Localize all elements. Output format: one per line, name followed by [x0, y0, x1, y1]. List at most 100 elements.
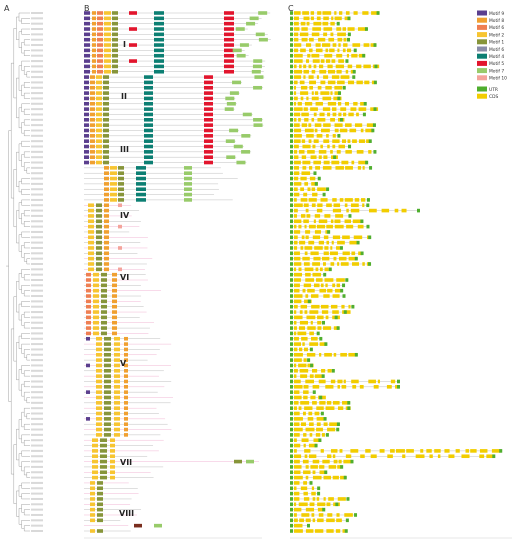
cds-block — [303, 107, 308, 111]
motif-row — [84, 48, 245, 53]
cds-block — [324, 278, 334, 282]
utr-block — [340, 288, 344, 293]
gene-id-label — [31, 279, 43, 282]
gene-structure-row — [290, 368, 335, 373]
motif-row — [84, 235, 148, 240]
motif-block — [104, 385, 111, 389]
cds-block — [356, 80, 363, 85]
motif-block — [104, 192, 109, 197]
motif-block — [249, 16, 259, 21]
cds-block — [327, 427, 336, 432]
motif-block — [253, 123, 263, 127]
cds-block — [346, 208, 349, 213]
cds-block — [347, 139, 351, 143]
motif-row — [84, 497, 132, 501]
gene-structure-row — [290, 262, 372, 266]
utr-block — [290, 118, 293, 122]
cds-block — [323, 262, 326, 266]
cds-block — [491, 449, 501, 453]
cds-block — [347, 27, 355, 31]
motif-block — [84, 53, 90, 58]
gene-id-label — [31, 49, 43, 52]
motif-block — [96, 128, 102, 133]
gene-id-label — [31, 129, 43, 132]
motif-block — [90, 529, 95, 533]
cds-block — [300, 486, 308, 491]
cds-block — [353, 11, 358, 15]
motif-block — [86, 320, 91, 325]
cds-block — [434, 449, 441, 453]
motif-block — [204, 80, 213, 85]
cds-block — [343, 37, 347, 42]
cds-block — [308, 64, 312, 69]
gene-id-label — [31, 209, 43, 212]
cds-block — [314, 230, 321, 234]
cds-block — [322, 107, 331, 111]
cds-block — [313, 219, 316, 224]
gene-structure-row — [290, 53, 366, 58]
gene-structure-row — [290, 347, 313, 352]
utr-block — [312, 390, 316, 394]
motif-block — [255, 32, 265, 37]
cds-block — [308, 139, 312, 143]
motif-block — [124, 401, 128, 405]
utr-block — [309, 347, 313, 352]
motif-row — [84, 91, 240, 95]
cds-block — [298, 224, 302, 229]
cds-block — [337, 37, 343, 42]
utr-block — [351, 304, 355, 309]
motif-block — [92, 59, 96, 63]
utr-block — [366, 198, 370, 202]
cds-block — [342, 529, 345, 533]
cds-block — [344, 513, 353, 517]
cds-block — [332, 208, 342, 213]
gene-id-label — [31, 359, 43, 362]
motif-block — [124, 390, 128, 394]
cds-block — [305, 208, 309, 213]
motif-block — [84, 107, 89, 111]
motif-block — [86, 363, 90, 368]
motif-block — [124, 352, 128, 357]
cds-block — [352, 139, 357, 143]
cds-block — [334, 16, 342, 21]
cds-block — [336, 69, 342, 74]
motif-block — [103, 134, 109, 138]
cds-block — [316, 417, 325, 421]
motif-block — [97, 21, 103, 26]
motif-block — [112, 32, 118, 37]
cds-block — [330, 246, 333, 250]
motif-block — [104, 395, 111, 400]
motif-block — [86, 326, 91, 330]
motif-block — [96, 214, 102, 218]
gene-id-label — [31, 465, 43, 468]
utr-block — [333, 155, 337, 159]
gene-structure-row — [290, 11, 380, 15]
cds-block — [327, 64, 333, 69]
cds-block — [337, 385, 340, 389]
cds-block — [341, 385, 347, 389]
motif-block — [104, 363, 111, 368]
motif-block — [104, 336, 111, 341]
motif-block — [101, 278, 107, 282]
motif-block — [154, 11, 164, 15]
cds-block — [317, 187, 326, 192]
cds-block — [358, 53, 366, 58]
motif-row — [84, 27, 248, 31]
motif-block — [184, 192, 192, 197]
cds-block — [294, 155, 299, 159]
cds-block — [370, 454, 377, 459]
gene-id-label — [31, 70, 43, 73]
cds-block — [401, 208, 407, 213]
cds-block — [331, 75, 340, 79]
motif-block — [97, 59, 103, 63]
motif-row — [84, 379, 172, 384]
cds-block — [368, 379, 376, 384]
motif-row — [84, 518, 121, 523]
cds-block — [294, 443, 301, 448]
utr-block — [290, 80, 293, 85]
cds-block — [294, 203, 303, 208]
cds-block — [307, 150, 315, 154]
cds-block — [301, 336, 308, 341]
cds-block — [330, 379, 336, 384]
motif-block — [254, 75, 264, 79]
